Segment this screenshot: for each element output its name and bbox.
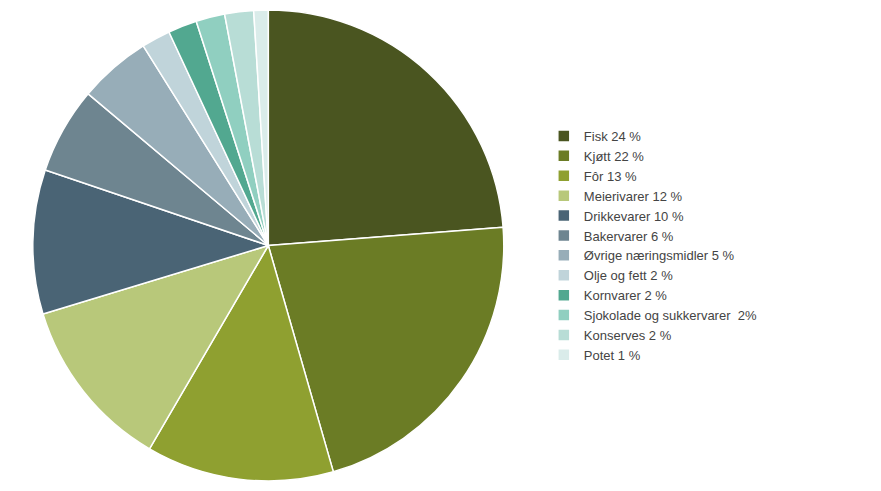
svg-text:Drikkevarer 10 %: Drikkevarer 10 %	[584, 209, 684, 224]
svg-text:Sjokolade og sukkervarer 2%: Sjokolade og sukkervarer 2%	[584, 308, 757, 323]
svg-text:Potet 1 %: Potet 1 %	[584, 348, 641, 363]
svg-text:Øvrige næringsmidler 5 %: Øvrige næringsmidler 5 %	[584, 248, 735, 263]
svg-text:Bakervarer 6 %: Bakervarer 6 %	[584, 229, 674, 244]
svg-text:Fisk 24 %: Fisk 24 %	[584, 129, 642, 144]
svg-text:Fôr 13 %: Fôr 13 %	[584, 169, 637, 184]
svg-text:Konserves 2 %: Konserves 2 %	[584, 328, 672, 343]
svg-text:Meierivarer 12 %: Meierivarer 12 %	[584, 189, 683, 204]
svg-text:Kornvarer 2 %: Kornvarer 2 %	[584, 288, 668, 303]
svg-text:Kjøtt 22 %: Kjøtt 22 %	[584, 149, 644, 164]
svg-text:Olje og fett 2 %: Olje og fett 2 %	[584, 268, 673, 283]
